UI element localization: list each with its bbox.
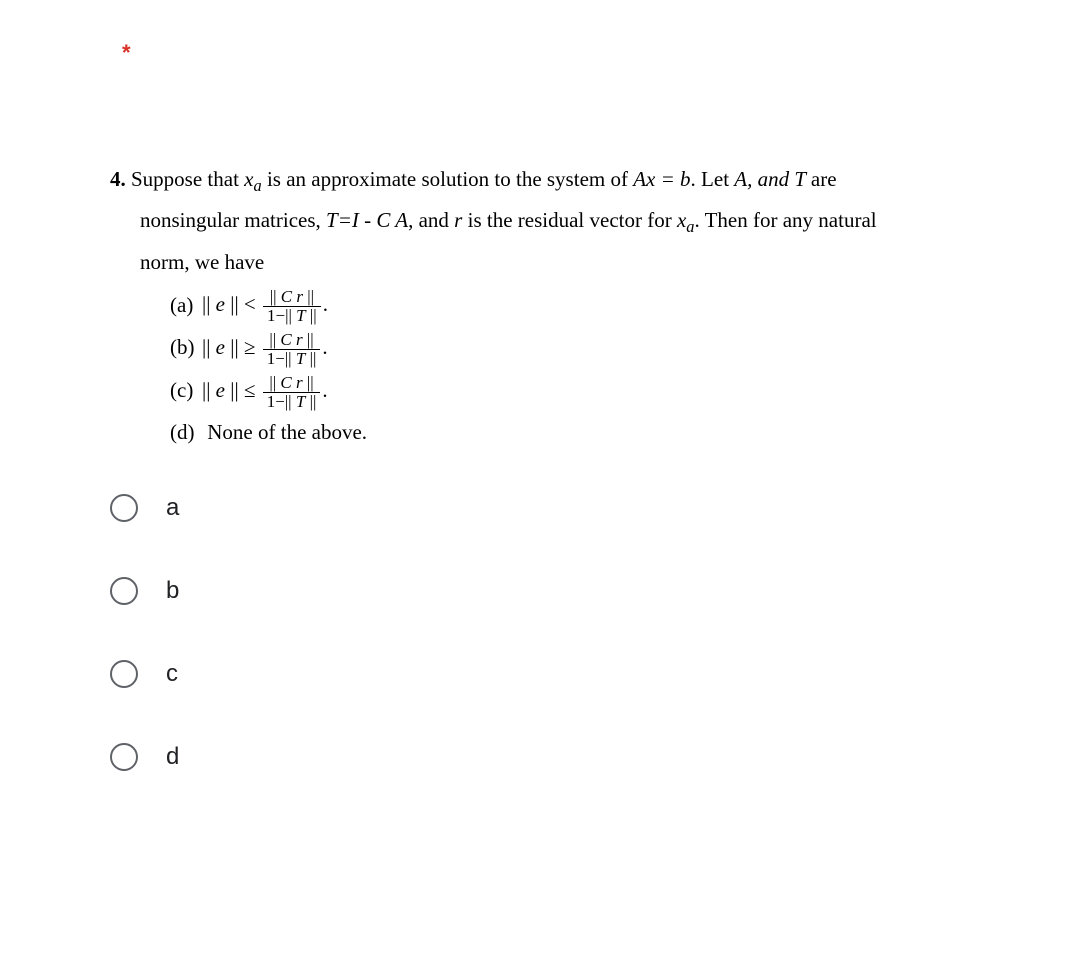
var-x: x — [244, 167, 253, 191]
question-line-2: nonsingular matrices, T=I - C A, and r i… — [110, 201, 1020, 242]
eq-axb: Ax = b — [633, 167, 690, 191]
formula-option: (a)|| e || < || C r ||1−|| T ||. — [110, 288, 1020, 325]
fraction: || C r ||1−|| T || — [263, 288, 321, 325]
var-x2: x — [677, 208, 686, 232]
opt-d-text: None of the above. — [207, 420, 367, 444]
answer-label: a — [166, 494, 179, 522]
formula-option: (c)|| e || ≤ || C r ||1−|| T ||. — [110, 374, 1020, 411]
q-text: is the residual vector for — [462, 208, 677, 232]
radio-icon[interactable] — [110, 660, 138, 688]
eq-T: T=I - C A — [326, 208, 408, 232]
opt-letter: (a) — [170, 294, 202, 317]
q-text: is an approximate solution to the system… — [262, 167, 634, 191]
answer-label: b — [166, 577, 179, 605]
question-line-3: norm, we have — [110, 243, 1020, 283]
var-AT: A, and T — [734, 167, 811, 191]
q-text: are — [811, 167, 837, 191]
formula-option-d: (d) None of the above. — [110, 421, 1020, 444]
answer-option-b[interactable]: b — [110, 577, 179, 605]
answer-label: d — [166, 743, 179, 771]
opt-letter: (c) — [170, 379, 202, 402]
q-text: nonsingular matrices, — [140, 208, 326, 232]
fraction: || C r ||1−|| T || — [263, 331, 321, 368]
answer-options: a b c d — [110, 494, 1020, 771]
radio-icon[interactable] — [110, 577, 138, 605]
q-text: Suppose that — [131, 167, 244, 191]
q-text: . Then for any natural — [694, 208, 876, 232]
var-x-sub: a — [254, 176, 262, 195]
answer-option-d[interactable]: d — [110, 743, 179, 771]
radio-icon[interactable] — [110, 743, 138, 771]
opt-letter-d: (d) — [170, 421, 202, 444]
question-page: * 4. Suppose that xa is an approximate s… — [0, 0, 1080, 958]
question-line-1: 4. Suppose that xa is an approximate sol… — [110, 160, 1020, 201]
question-block: 4. Suppose that xa is an approximate sol… — [110, 160, 1020, 444]
formula-option: (b)|| e || ≥ || C r ||1−|| T ||. — [110, 331, 1020, 368]
answer-label: c — [166, 660, 178, 688]
answer-option-a[interactable]: a — [110, 494, 179, 522]
answer-option-c[interactable]: c — [110, 660, 178, 688]
q-text: , and — [408, 208, 454, 232]
required-indicator: * — [122, 40, 131, 66]
radio-icon[interactable] — [110, 494, 138, 522]
formula-options: (a)|| e || < || C r ||1−|| T ||. (b)|| e … — [110, 288, 1020, 410]
q-text: . Let — [691, 167, 735, 191]
opt-letter: (b) — [170, 336, 202, 359]
fraction: || C r ||1−|| T || — [263, 374, 321, 411]
question-number: 4. — [110, 167, 126, 191]
